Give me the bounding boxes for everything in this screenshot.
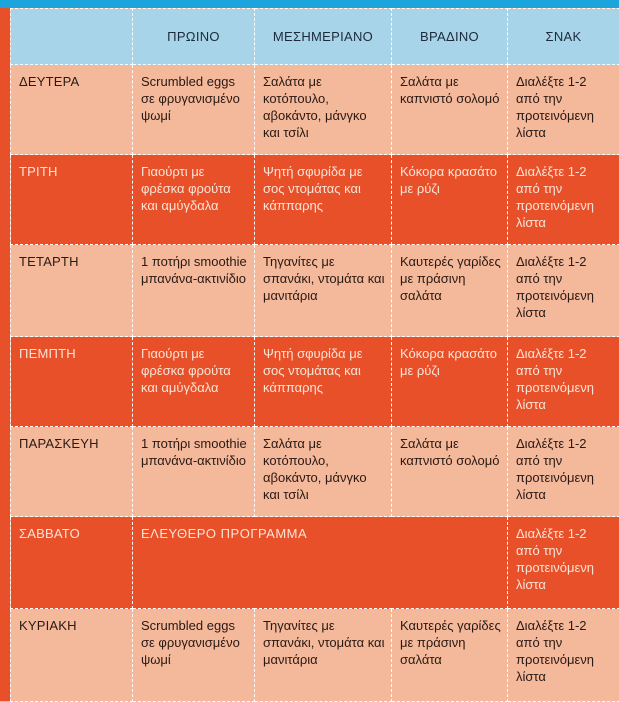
day-cell: ΚΥΡΙΑΚΗ	[11, 609, 133, 702]
breakfast-cell: 1 ποτήρι smoothie μπανάνα-ακτινίδιο	[133, 245, 255, 337]
day-cell: ΤΡΙΤΗ	[11, 155, 133, 245]
lunch-cell: Σαλάτα με κοτόπουλο, αβοκάντο, μάνγκο κα…	[255, 65, 392, 155]
breakfast-cell: Γιαούρτι με φρέσκα φρούτα και αμύγδαλα	[133, 337, 255, 427]
top-accent-bar	[0, 0, 619, 8]
header-dinner: ΒΡΑΔΙΝΟ	[392, 9, 508, 65]
left-accent-strip	[0, 8, 10, 701]
lunch-cell: Ψητή σφυρίδα με σος ντομάτας και κάππαρη…	[255, 337, 392, 427]
header-row: ΠΡΩΙΝΟ ΜΕΣΗΜΕΡΙΑΝΟ ΒΡΑΔΙΝΟ ΣΝΑΚ	[11, 9, 619, 65]
day-cell: ΤΕΤΑΡΤΗ	[11, 245, 133, 337]
lunch-cell: Τηγανίτες με σπανάκι, ντομάτα και μανιτά…	[255, 245, 392, 337]
day-cell: ΠΑΡΑΣΚΕΥΗ	[11, 427, 133, 517]
meal-plan-table: ΠΡΩΙΝΟ ΜΕΣΗΜΕΡΙΑΝΟ ΒΡΑΔΙΝΟ ΣΝΑΚ ΔΕΥΤΕΡΑ …	[10, 8, 619, 702]
table-row: ΤΕΤΑΡΤΗ 1 ποτήρι smoothie μπανάνα-ακτινί…	[11, 245, 619, 337]
lunch-cell: Ψητή σφυρίδα με σος ντομάτας και κάππαρη…	[255, 155, 392, 245]
table-row: ΔΕΥΤΕΡΑ Scrumbled eggs σε φρυγανισμένο ψ…	[11, 65, 619, 155]
lunch-cell: Τηγανίτες με σπανάκι, ντομάτα και μανιτά…	[255, 609, 392, 702]
dinner-cell: Καυτερές γαρίδες με πράσινη σαλάτα	[392, 245, 508, 337]
free-schedule-cell: ΕΛΕΥΘΕΡΟ ΠΡΟΓΡΑΜΜΑ	[133, 517, 508, 609]
lunch-cell: Σαλάτα με κοτόπουλο, αβοκάντο, μάνγκο κα…	[255, 427, 392, 517]
header-corner	[11, 9, 133, 65]
table-row: ΚΥΡΙΑΚΗ Scrumbled eggs σε φρυγανισμένο ψ…	[11, 609, 619, 702]
dinner-cell: Κόκορα κρασάτο με ρύζι	[392, 155, 508, 245]
table-row: ΠΑΡΑΣΚΕΥΗ 1 ποτήρι smoothie μπανάνα-ακτι…	[11, 427, 619, 517]
snack-cell: Διαλέξτε 1-2 από την προτεινόμενη λίστα	[508, 155, 619, 245]
day-cell: ΔΕΥΤΕΡΑ	[11, 65, 133, 155]
header-snack: ΣΝΑΚ	[508, 9, 619, 65]
breakfast-cell: Scrumbled eggs σε φρυγανισμένο ψωμί	[133, 609, 255, 702]
table-row: ΠΕΜΠΤΗ Γιαούρτι με φρέσκα φρούτα και αμύ…	[11, 337, 619, 427]
day-cell: ΣΑΒΒΑΤΟ	[11, 517, 133, 609]
breakfast-cell: Γιαούρτι με φρέσκα φρούτα και αμύγδαλα	[133, 155, 255, 245]
snack-cell: Διαλέξτε 1-2 από την προτεινόμενη λίστα	[508, 427, 619, 517]
table-row: ΤΡΙΤΗ Γιαούρτι με φρέσκα φρούτα και αμύγ…	[11, 155, 619, 245]
dinner-cell: Καυτερές γαρίδες με πράσινη σαλάτα	[392, 609, 508, 702]
snack-cell: Διαλέξτε 1-2 από την προτεινόμενη λίστα	[508, 609, 619, 702]
breakfast-cell: 1 ποτήρι smoothie μπανάνα-ακτινίδιο	[133, 427, 255, 517]
snack-cell: Διαλέξτε 1-2 από την προτεινόμενη λίστα	[508, 337, 619, 427]
snack-cell: Διαλέξτε 1-2 από την προτεινόμενη λίστα	[508, 65, 619, 155]
snack-cell: Διαλέξτε 1-2 από την προτεινόμενη λίστα	[508, 245, 619, 337]
dinner-cell: Κόκορα κρασάτο με ρύζι	[392, 337, 508, 427]
dinner-cell: Σαλάτα με καπνιστό σολομό	[392, 65, 508, 155]
snack-cell: Διαλέξτε 1-2 από την προτεινόμενη λίστα	[508, 517, 619, 609]
header-lunch: ΜΕΣΗΜΕΡΙΑΝΟ	[255, 9, 392, 65]
breakfast-cell: Scrumbled eggs σε φρυγανισμένο ψωμί	[133, 65, 255, 155]
header-breakfast: ΠΡΩΙΝΟ	[133, 9, 255, 65]
dinner-cell: Σαλάτα με καπνιστό σολομό	[392, 427, 508, 517]
day-cell: ΠΕΜΠΤΗ	[11, 337, 133, 427]
table-row: ΣΑΒΒΑΤΟ ΕΛΕΥΘΕΡΟ ΠΡΟΓΡΑΜΜΑ Διαλέξτε 1-2 …	[11, 517, 619, 609]
